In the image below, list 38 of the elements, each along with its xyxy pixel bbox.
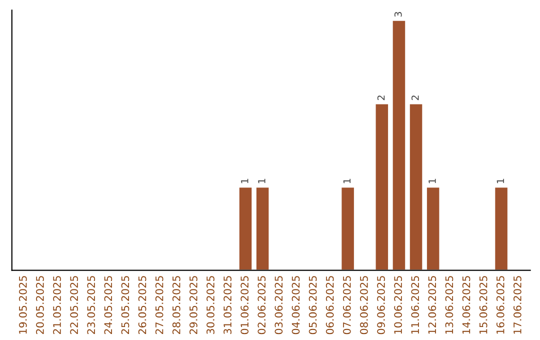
x-tick-label: 21.05.2025 bbox=[53, 276, 61, 334]
x-tick-label: 08.06.2025 bbox=[360, 276, 368, 334]
data-label: 1 bbox=[343, 178, 350, 184]
x-tick-label: 31.05.2025 bbox=[224, 276, 232, 334]
x-tick-label: 15.06.2025 bbox=[479, 276, 488, 334]
x-tick-label: 12.06.2025 bbox=[428, 276, 436, 334]
x-tick-label: 05.06.2025 bbox=[308, 276, 317, 334]
data-label: 2 bbox=[411, 96, 419, 100]
x-tick-label: 09.06.2025 bbox=[377, 276, 385, 334]
x-tick-label: 04.06.2025 bbox=[292, 276, 300, 334]
x-tick-label: 07.06.2025 bbox=[342, 276, 351, 334]
x-tick-label: 02.06.2025 bbox=[258, 276, 266, 334]
x-tick-label: 24.05.2025 bbox=[104, 276, 112, 334]
x-tick-label: 22.05.2025 bbox=[70, 276, 78, 334]
x-tick-label: 27.05.2025 bbox=[155, 276, 164, 334]
x-tick-label: 25.05.2025 bbox=[121, 276, 130, 334]
data-label: 1 bbox=[241, 178, 248, 184]
x-tick-label: 03.06.2025 bbox=[274, 276, 283, 334]
x-tick-label: 23.05.2025 bbox=[87, 276, 96, 334]
data-label: 1 bbox=[496, 178, 504, 184]
x-tick-label: 13.06.2025 bbox=[445, 276, 454, 334]
x-tick-label: 16.06.2025 bbox=[496, 276, 504, 334]
x-tick-label: 14.06.2025 bbox=[462, 276, 470, 334]
x-tick-label: 30.05.2025 bbox=[206, 276, 214, 334]
x-tick-label: 06.06.2025 bbox=[326, 276, 334, 334]
x-tick-label: 10.06.2025 bbox=[394, 276, 402, 334]
x-tick-label: 17.06.2025 bbox=[513, 276, 522, 334]
x-tick-label: 01.06.2025 bbox=[240, 276, 249, 334]
data-label: 2 bbox=[377, 96, 385, 100]
x-tick-label: 20.05.2025 bbox=[36, 276, 44, 334]
x-tick-label: 11.06.2025 bbox=[411, 276, 420, 334]
data-label: 1 bbox=[428, 178, 436, 184]
x-tick-label: 19.05.2025 bbox=[18, 276, 27, 334]
x-tick-label: 28.05.2025 bbox=[172, 276, 180, 334]
x-tick-label: 29.05.2025 bbox=[189, 276, 198, 334]
data-label: 1 bbox=[258, 178, 266, 184]
data-label: 3 bbox=[394, 12, 402, 17]
x-tick-label: 26.05.2025 bbox=[138, 276, 146, 334]
